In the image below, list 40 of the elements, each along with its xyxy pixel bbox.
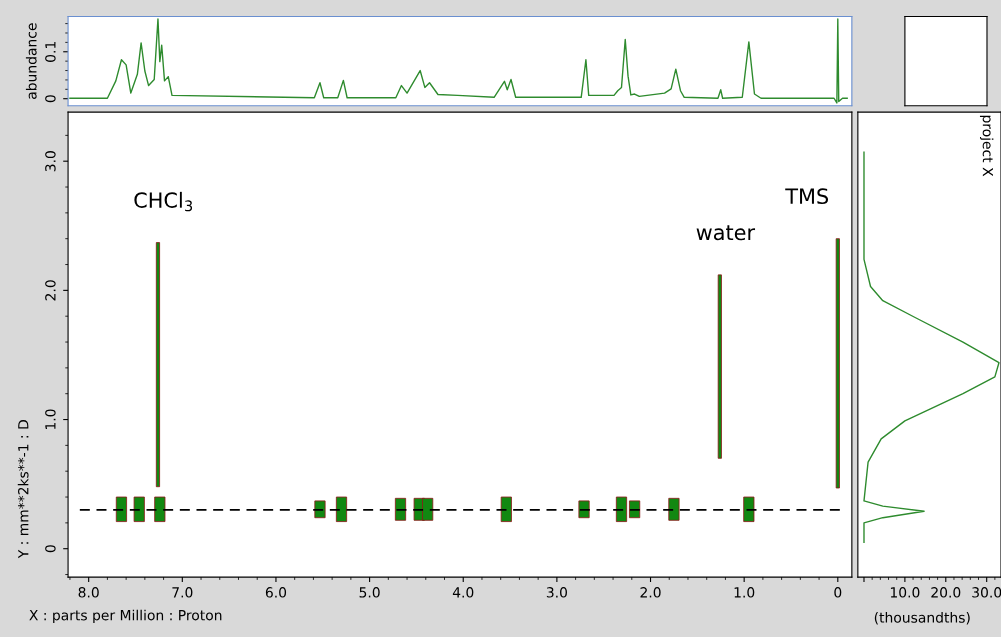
annotation: project X: [979, 115, 994, 177]
y-tick-label: 0.1: [45, 42, 56, 62]
x-tick-label: 6.0: [265, 587, 287, 598]
bar: [743, 496, 755, 522]
bar: [314, 500, 326, 519]
y-tick-label: 3.0: [45, 151, 56, 172]
x-tick-label: 1.0: [734, 587, 755, 598]
x-axis-title: (thousandths): [874, 612, 970, 625]
bar: [668, 497, 680, 521]
bar: [133, 496, 145, 522]
bar: [394, 497, 407, 521]
x-tick-label: 20.0: [931, 587, 961, 598]
bar: [500, 496, 512, 522]
line-series: [69, 18, 848, 104]
y-axis-title: abundance: [25, 23, 37, 99]
annotation: CHCl$_{3}$: [134, 191, 193, 212]
y-tick-label: 2.0: [45, 280, 56, 301]
bar: [717, 274, 722, 459]
bar: [835, 238, 840, 489]
bar: [154, 496, 166, 522]
x-tick-label: 7.0: [172, 587, 193, 598]
x-tick-label: 3.0: [546, 587, 567, 598]
y-tick-label: 0: [45, 545, 56, 553]
bar: [615, 496, 628, 522]
x-tick-label: 4.0: [452, 587, 474, 598]
annotation: water: [696, 225, 756, 241]
annotation: TMS: [785, 188, 829, 205]
x-axis-title: X : parts per Million : Proton: [29, 609, 222, 624]
y-axis-title: Y : mm**2ks**-1 : D: [17, 420, 29, 559]
x-tick-label: 30.0: [972, 587, 1001, 598]
x-tick-label: 10.0: [890, 587, 920, 598]
bar: [155, 242, 161, 488]
bar: [335, 496, 348, 522]
y-tick-label: 0: [45, 95, 56, 103]
x-tick-label: 2.0: [640, 587, 661, 598]
x-tick-label: 0: [834, 587, 842, 598]
y-tick-label: 1.0: [45, 409, 56, 430]
x-tick-label: 5.0: [359, 587, 380, 598]
x-tick-label: 8.0: [78, 587, 99, 598]
bar: [115, 496, 128, 522]
